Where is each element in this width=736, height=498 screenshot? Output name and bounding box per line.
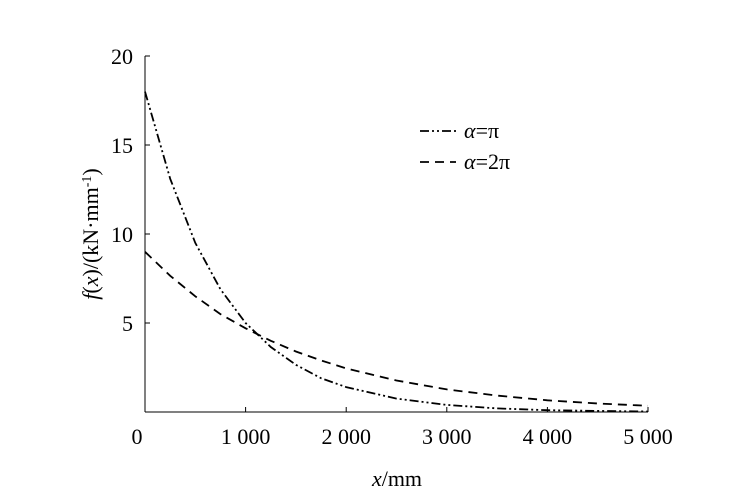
x-tick-label: 5 000 bbox=[623, 424, 673, 449]
axes bbox=[144, 56, 648, 413]
x-tick-label: 2 000 bbox=[321, 424, 371, 449]
series-line-1 bbox=[144, 91, 649, 413]
legend: α=π α=2π bbox=[420, 118, 510, 174]
legend-label-2: α=2π bbox=[464, 149, 510, 174]
tick-group: 0 1 000 2 000 3 000 4 000 5 000 5 10 15 20 bbox=[111, 44, 673, 449]
x-tick-label: 0 bbox=[132, 424, 143, 449]
y-tick-label: 15 bbox=[111, 133, 133, 158]
x-axis-title: x/mm bbox=[371, 466, 422, 491]
x-tick-label: 4 000 bbox=[523, 424, 573, 449]
y-axis-title: f(x)/(kN·mm-1) bbox=[78, 168, 103, 299]
x-tick-label: 3 000 bbox=[422, 424, 472, 449]
y-tick-label: 20 bbox=[111, 44, 133, 69]
y-tick-label: 5 bbox=[122, 311, 133, 336]
legend-label-1: α=π bbox=[464, 118, 499, 143]
series-group bbox=[144, 91, 649, 413]
x-tick-label: 1 000 bbox=[221, 424, 271, 449]
series-line-2 bbox=[144, 251, 649, 407]
y-tick-label: 10 bbox=[111, 222, 133, 247]
